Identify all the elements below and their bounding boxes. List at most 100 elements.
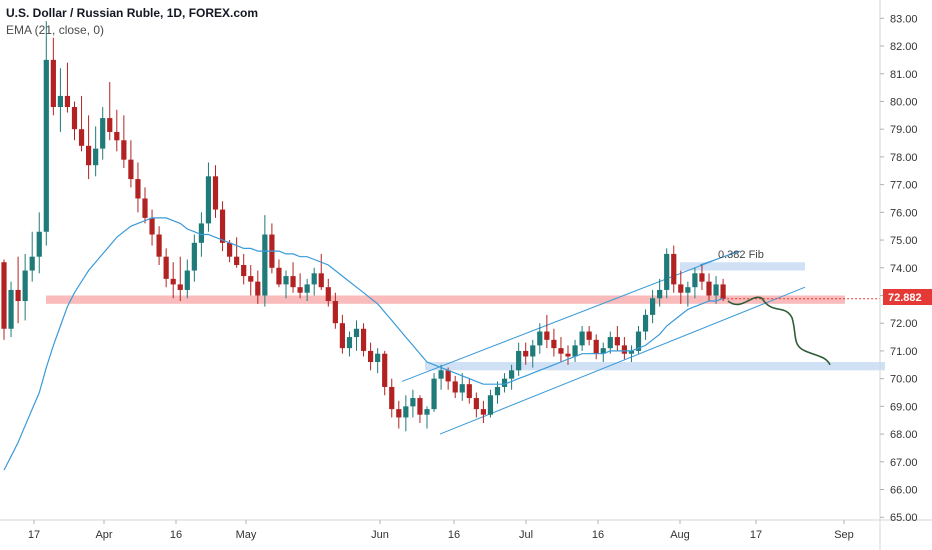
candle[interactable] bbox=[473, 392, 479, 418]
candle[interactable] bbox=[156, 226, 162, 265]
candle[interactable] bbox=[135, 162, 141, 213]
candle[interactable] bbox=[494, 381, 501, 404]
candle[interactable] bbox=[191, 234, 197, 282]
candle[interactable] bbox=[614, 325, 620, 351]
candle[interactable] bbox=[100, 107, 106, 160]
candle[interactable] bbox=[368, 342, 374, 371]
candle[interactable] bbox=[586, 325, 592, 346]
candle[interactable] bbox=[600, 342, 606, 363]
candle[interactable] bbox=[219, 201, 226, 252]
candle[interactable] bbox=[29, 231, 35, 282]
candle[interactable] bbox=[396, 400, 402, 429]
candle[interactable] bbox=[93, 126, 99, 177]
demand-zone[interactable] bbox=[425, 362, 885, 371]
candle[interactable] bbox=[15, 256, 21, 324]
candle[interactable] bbox=[22, 253, 28, 321]
candle[interactable] bbox=[487, 389, 494, 418]
candle[interactable] bbox=[304, 278, 310, 302]
time-axis[interactable]: 17 Apr 16 May Jun 16 Jul 16 Aug 17 Sep bbox=[28, 520, 854, 541]
candle[interactable] bbox=[445, 367, 451, 390]
candle[interactable] bbox=[671, 245, 677, 293]
candle[interactable] bbox=[50, 37, 56, 116]
candle[interactable] bbox=[262, 215, 268, 307]
trendline-1[interactable] bbox=[439, 286, 806, 435]
candle[interactable] bbox=[227, 240, 233, 263]
candle[interactable] bbox=[332, 292, 338, 329]
candle[interactable] bbox=[163, 248, 169, 288]
candle[interactable] bbox=[114, 109, 120, 152]
indicator-legend[interactable]: EMA (21, close, 0) bbox=[6, 23, 105, 37]
candle[interactable] bbox=[170, 262, 176, 299]
candle[interactable] bbox=[685, 281, 691, 307]
candle[interactable] bbox=[523, 342, 529, 365]
candle[interactable] bbox=[205, 162, 212, 232]
candle[interactable] bbox=[410, 389, 416, 418]
candle[interactable] bbox=[290, 262, 296, 293]
candle[interactable] bbox=[650, 289, 656, 324]
candle[interactable] bbox=[107, 82, 113, 141]
candle[interactable] bbox=[36, 212, 42, 274]
candle[interactable] bbox=[628, 345, 635, 363]
candle[interactable] bbox=[269, 223, 275, 274]
candle[interactable] bbox=[579, 325, 585, 351]
candle[interactable] bbox=[234, 237, 240, 268]
candle[interactable] bbox=[699, 265, 705, 290]
candle[interactable] bbox=[713, 276, 719, 304]
candle[interactable] bbox=[417, 395, 423, 423]
candle[interactable] bbox=[325, 278, 331, 307]
candle[interactable] bbox=[403, 395, 409, 432]
candle[interactable] bbox=[255, 270, 261, 304]
candle[interactable] bbox=[509, 364, 515, 390]
candle[interactable] bbox=[43, 21, 49, 246]
candle[interactable] bbox=[664, 248, 670, 299]
candle[interactable] bbox=[212, 165, 219, 218]
candle[interactable] bbox=[382, 350, 388, 396]
candle[interactable] bbox=[276, 259, 282, 288]
candle[interactable] bbox=[621, 337, 627, 360]
candle[interactable] bbox=[311, 267, 317, 296]
candle[interactable] bbox=[177, 256, 183, 302]
candle[interactable] bbox=[706, 273, 712, 302]
candle[interactable] bbox=[572, 339, 578, 363]
candle[interactable] bbox=[57, 68, 63, 132]
candle[interactable] bbox=[720, 278, 726, 302]
candle[interactable] bbox=[78, 95, 85, 152]
candle[interactable] bbox=[283, 270, 289, 299]
candle[interactable] bbox=[692, 267, 698, 299]
candle[interactable] bbox=[452, 375, 458, 399]
candle[interactable] bbox=[248, 265, 254, 296]
candle[interactable] bbox=[635, 325, 642, 354]
candle[interactable] bbox=[516, 342, 522, 376]
candle[interactable] bbox=[438, 364, 444, 390]
candle[interactable] bbox=[318, 253, 324, 290]
candle[interactable] bbox=[128, 140, 134, 188]
candle[interactable] bbox=[459, 373, 465, 401]
candle[interactable] bbox=[149, 209, 155, 246]
candle[interactable] bbox=[297, 273, 303, 299]
candle[interactable] bbox=[544, 314, 550, 349]
candle[interactable] bbox=[346, 331, 353, 357]
candle[interactable] bbox=[480, 400, 486, 423]
price-axis[interactable]: 65.00 66.00 67.00 68.00 69.00 70.00 71.00 72.00… bbox=[880, 13, 918, 524]
candle[interactable] bbox=[375, 348, 381, 374]
candle[interactable] bbox=[466, 378, 472, 404]
candle[interactable] bbox=[607, 331, 613, 354]
candle[interactable] bbox=[678, 270, 684, 304]
candle[interactable] bbox=[530, 339, 536, 368]
candle[interactable] bbox=[501, 373, 508, 393]
candle[interactable] bbox=[184, 259, 190, 299]
candle[interactable] bbox=[537, 323, 543, 354]
candle[interactable] bbox=[71, 101, 78, 141]
candle[interactable] bbox=[593, 334, 599, 360]
candle[interactable] bbox=[142, 187, 148, 224]
candle[interactable] bbox=[241, 253, 247, 285]
support-zone[interactable] bbox=[46, 295, 845, 304]
candle[interactable] bbox=[389, 378, 395, 418]
fib-zone[interactable] bbox=[680, 262, 805, 271]
candle[interactable] bbox=[551, 328, 557, 357]
candle[interactable] bbox=[424, 406, 430, 429]
candle[interactable] bbox=[431, 373, 437, 412]
candle[interactable] bbox=[360, 323, 367, 357]
candle[interactable] bbox=[339, 314, 345, 354]
